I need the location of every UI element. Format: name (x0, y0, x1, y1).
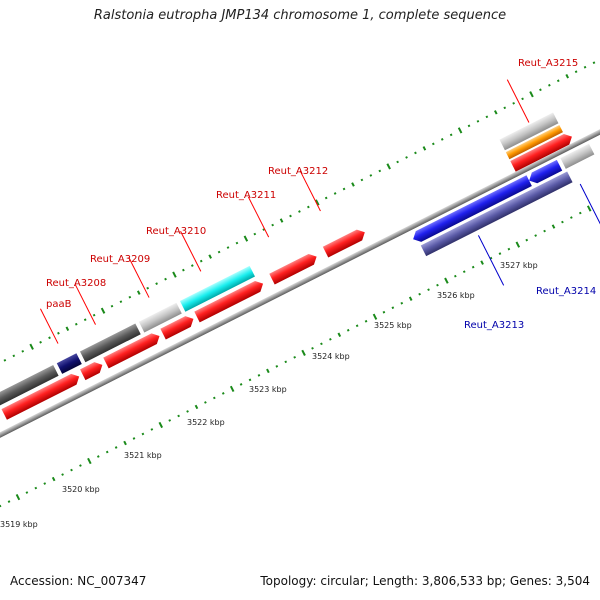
scale-label: 3522 kbp (187, 418, 225, 427)
leader-line (579, 183, 600, 235)
gene-feature-Reut_A3210[interactable] (179, 265, 255, 312)
scale-label: 3523 kbp (249, 385, 287, 394)
inner-tick-ring (0, 205, 592, 508)
leader-line (477, 235, 505, 286)
gene-feature[interactable] (1, 371, 82, 420)
gene-label-Reut_A3211[interactable]: Reut_A3211 (216, 190, 276, 201)
gene-feature-Reut_A3213[interactable] (410, 175, 532, 244)
gene-feature[interactable] (526, 159, 563, 186)
scale-label: 3525 kbp (374, 321, 412, 330)
chromosome-backbone (0, 59, 600, 516)
gene-label-Reut_A3214[interactable]: Reut_A3214 (536, 286, 596, 297)
gene-label-Reut_A3212[interactable]: Reut_A3212 (268, 166, 328, 177)
scale-label: 3524 kbp (312, 352, 350, 361)
scale-label: 3521 kbp (124, 451, 162, 460)
leader-line (247, 196, 270, 238)
gene-feature[interactable] (194, 278, 265, 323)
reverse-strand-features (410, 143, 595, 257)
leader-line (180, 231, 202, 272)
leader-line (128, 257, 150, 298)
scale-label: 3526 kbp (437, 291, 475, 300)
gene-label-Reut_A3208[interactable]: Reut_A3208 (46, 278, 106, 289)
scale-label: 3527 kbp (500, 261, 538, 270)
genome-stats-text: Topology: circular; Length: 3,806,533 bp… (260, 574, 590, 588)
outer-tick-ring (3, 61, 596, 362)
gene-label-Reut_A3209[interactable]: Reut_A3209 (90, 254, 150, 265)
gene-feature-Reut_A3211[interactable] (269, 251, 319, 285)
gene-label-paaB[interactable]: paaB (46, 299, 72, 310)
map-title: Ralstonia eutropha JMP134 chromosome 1, … (93, 8, 507, 23)
gene-label-Reut_A3210[interactable]: Reut_A3210 (146, 226, 206, 237)
gene-label-Reut_A3215[interactable]: Reut_A3215 (518, 58, 578, 69)
gene-feature-Reut_A3209[interactable] (138, 302, 182, 333)
gene-feature[interactable] (160, 313, 196, 340)
leader-line (506, 79, 530, 123)
gene-feature-Reut_A3208[interactable] (79, 323, 141, 363)
gene-feature[interactable] (80, 359, 105, 381)
scale-label: 3519 kbp (0, 520, 38, 529)
gene-feature[interactable] (103, 331, 162, 369)
accession-text: Accession: NC_007347 (10, 574, 147, 588)
leader-line (299, 170, 321, 212)
gene-feature-Reut_A3215[interactable] (499, 112, 559, 151)
gene-label-Reut_A3213[interactable]: Reut_A3213 (464, 320, 524, 331)
leader-line (39, 308, 59, 344)
forward-strand-features (0, 112, 574, 420)
gene-feature[interactable] (510, 131, 574, 172)
gene-feature[interactable] (0, 365, 59, 406)
gene-feature[interactable] (420, 171, 573, 257)
gene-feature-Reut_A3214[interactable] (560, 143, 595, 169)
scale-label: 3520 kbp (62, 485, 100, 494)
leader-line (74, 284, 96, 325)
gene-feature-Reut_A3212[interactable] (322, 227, 368, 258)
label-leaders (39, 79, 600, 344)
gene-feature[interactable] (505, 125, 563, 160)
gene-feature-paaB[interactable] (56, 353, 82, 374)
